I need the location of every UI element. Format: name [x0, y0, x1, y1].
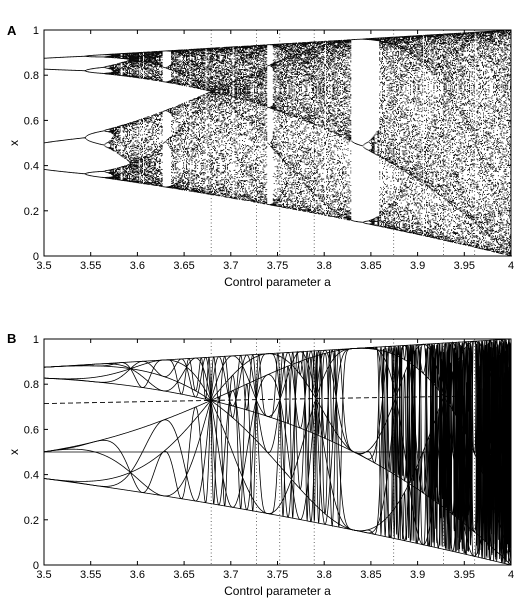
panel-b-y-axis: 0 0.2 0.4 0.6 0.8 1 [24, 334, 511, 572]
panel-a-y-tick-label: 1 [33, 25, 39, 37]
panel-a-x-tick-label: 3.5 [36, 260, 51, 272]
panel-a-x-tick-label: 3.65 [173, 260, 194, 272]
panel-a-x-tick-label: 3.8 [317, 260, 332, 272]
orbit-points [44, 29, 512, 257]
panel-b-y-tick-label: 0.2 [24, 515, 39, 527]
panel-a-x-tick-label: 3.7 [223, 260, 238, 272]
panel-b-x-axis-label: Control parameter a [224, 584, 331, 598]
panel-b-x-tick-label: 3.85 [360, 569, 381, 581]
panel-b-x-tick-label: 3.95 [454, 569, 475, 581]
panel-b-x-tick-label: 3.55 [80, 569, 101, 581]
panel-a-x-tick-label: 3.6 [130, 260, 145, 272]
panel-b-y-tick-label: 0.4 [24, 470, 39, 482]
panel-b-y-tick-label: 0.8 [24, 379, 39, 391]
panel-b-x-tick-label: 3.65 [173, 569, 194, 581]
panel-a-letter: A [7, 23, 17, 38]
panel-a-reference-lines [210, 30, 476, 256]
panel-a-y-tick-label: 0.2 [24, 206, 39, 218]
panel-a-y-tick-label: 0.6 [24, 115, 39, 127]
panel-b-letter: B [7, 331, 16, 346]
panel-a-x-axis: 3.5 3.55 3.6 3.65 3.7 3.75 3.8 3.85 3.9 3.95 4 [36, 30, 514, 272]
panel-a-y-axis-label: x [7, 140, 21, 146]
panel-b-x-tick-label: 3.7 [223, 569, 238, 581]
unstable-fixed-point-curve [43, 395, 512, 405]
panel-b-x-tick-label: 3.8 [317, 569, 332, 581]
panel-b-iterate-curves [43, 338, 512, 566]
panel-a-x-tick-label: 3.95 [454, 260, 475, 272]
panel-a-x-tick-label: 3.55 [80, 260, 101, 272]
iterate-curve-13 [43, 339, 512, 566]
panel-a-x-tick-label: 3.85 [360, 260, 381, 272]
panel-b-x-tick-label: 3.9 [410, 569, 425, 581]
panel-a-plot-frame [43, 29, 512, 257]
panel-b-x-tick-label: 3.5 [36, 569, 51, 581]
panel-a-y-axis: 0 0.2 0.4 0.6 0.8 1 [24, 25, 511, 263]
panel-b: B 3.5 3.55 3.6 3.65 3.7 3.75 3.8 3.85 3.9 3.95 4 0… [7, 331, 514, 598]
panel-a-x-tick-label: 3.9 [410, 260, 425, 272]
panel-b-y-axis-label: x [7, 449, 21, 455]
panel-a-x-tick-label: 3.75 [267, 260, 288, 272]
panel-a-x-tick-label: 4 [508, 260, 514, 272]
iterate-curve-2 [43, 478, 512, 566]
panel-a: A 3.5 3.55 3.6 3.65 3.7 3.75 3.8 3.85 3.9 3.95 4 0… [7, 23, 514, 289]
panel-b-x-axis: 3.5 3.55 3.6 3.65 3.7 3.75 3.8 3.85 3.9 3.95 4 [36, 339, 514, 581]
iterate-curve-12 [43, 340, 512, 566]
panel-a-y-tick-label: 0.8 [24, 70, 39, 82]
panel-b-x-tick-label: 3.75 [267, 569, 288, 581]
panel-a-y-tick-label: 0.4 [24, 161, 39, 173]
panel-b-x-tick-label: 4 [508, 569, 514, 581]
panel-b-x-tick-label: 3.6 [130, 569, 145, 581]
panel-b-y-tick-label: 0.6 [24, 424, 39, 436]
panel-a-x-axis-label: Control parameter a [224, 275, 331, 289]
panel-b-y-tick-label: 1 [33, 334, 39, 346]
panel-a-orbit-points [44, 29, 512, 257]
panel-b-y-tick-label: 0 [33, 560, 39, 572]
panel-a-y-tick-label: 0 [33, 251, 39, 263]
